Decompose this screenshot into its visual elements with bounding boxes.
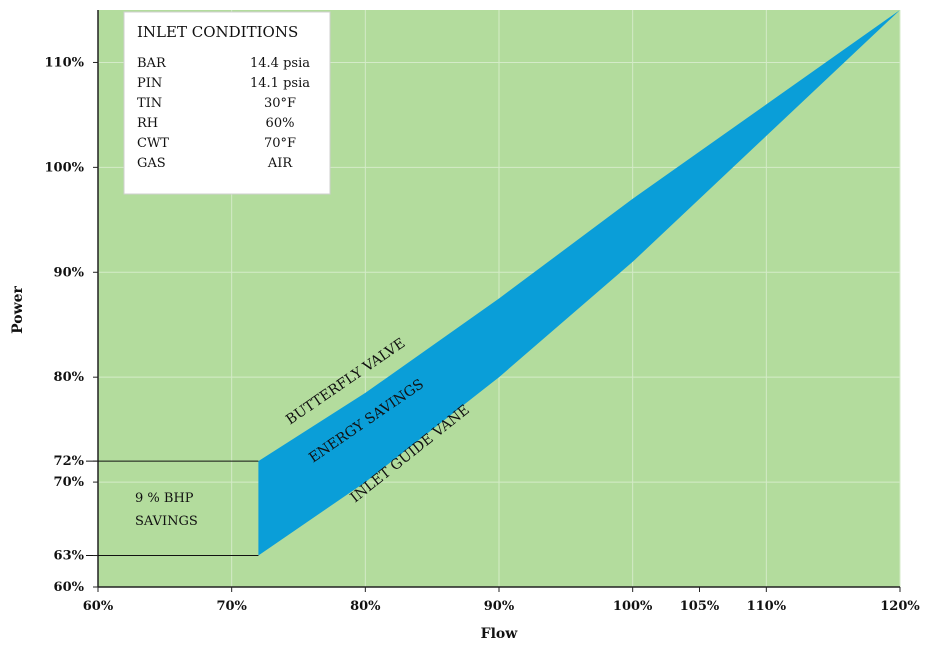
condition-value: 14.1 psia — [250, 76, 310, 91]
x-tick-label: 120% — [880, 599, 920, 614]
y-axis-title: Power — [10, 285, 26, 333]
tick-labels: 60% 70% 80% 90% 100% 105% 110% 120% 60% 63% 70% 72%… — [45, 55, 921, 614]
x-tick-label: 110% — [747, 599, 787, 614]
x-tick-label: 80% — [350, 599, 381, 614]
condition-value: 60% — [266, 116, 295, 131]
x-tick-label: 100% — [613, 599, 653, 614]
bhp-savings-line2: SAVINGS — [135, 514, 198, 529]
inlet-conditions-box: INLET CONDITIONS BAR 14.4 psia PIN 14.1 psi… — [123, 11, 331, 195]
inlet-conditions-rows: BAR 14.4 psia PIN 14.1 psia TIN 30°F RH 60% CWT 7… — [137, 56, 310, 171]
condition-name: CWT — [137, 136, 169, 151]
y-tick-label: 110% — [45, 55, 85, 70]
x-axis-title: Flow — [481, 626, 519, 642]
y-tick-label: 72% — [54, 454, 85, 469]
x-tick-label: 70% — [216, 599, 247, 614]
condition-name: GAS — [137, 156, 166, 171]
y-tick-label: 90% — [54, 265, 85, 280]
condition-name: PIN — [137, 76, 162, 91]
inlet-conditions-title: INLET CONDITIONS — [137, 23, 298, 41]
condition-value: 30°F — [264, 96, 296, 111]
y-tick-label: 100% — [45, 160, 85, 175]
condition-name: TIN — [137, 96, 162, 111]
y-tick-label: 70% — [54, 475, 85, 490]
energy-savings-band — [258, 10, 900, 556]
y-tick-label: 60% — [54, 580, 85, 595]
condition-value: AIR — [267, 156, 294, 171]
reference-lines — [86, 460, 259, 557]
x-tick-label: 60% — [83, 599, 114, 614]
y-tick-label: 63% — [54, 549, 85, 564]
condition-name: BAR — [137, 56, 167, 71]
y-tick-label: 80% — [54, 370, 85, 385]
condition-value: 14.4 psia — [250, 56, 310, 71]
inlet-conditions-panel — [123, 11, 331, 195]
bhp-savings-line1: 9 % BHP — [135, 491, 194, 506]
x-tick-label: 90% — [484, 599, 515, 614]
x-tick-label: 105% — [680, 599, 720, 614]
condition-name: RH — [137, 116, 158, 131]
condition-value: 70°F — [264, 136, 296, 151]
